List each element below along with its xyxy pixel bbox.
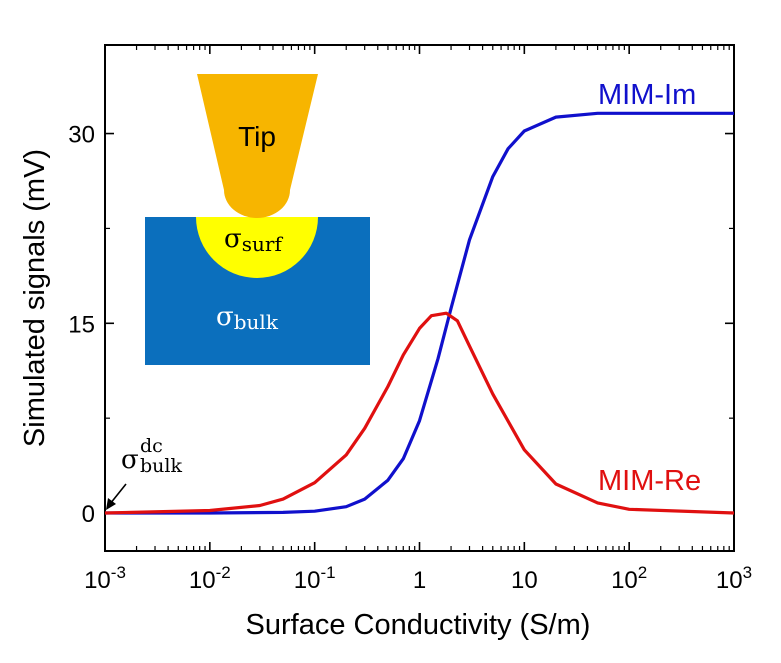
sigma-surf-label: σsurf	[224, 224, 283, 256]
sigma-dc-superscript: dc	[140, 435, 163, 457]
x-tick-label: 102	[611, 563, 647, 594]
tip-shape	[197, 74, 318, 218]
x-tick-label: 10-2	[189, 563, 231, 594]
y-axis-title: Simulated signals (mV)	[19, 149, 51, 447]
series-line-mim-im	[105, 111, 734, 515]
series-label-mim-re: MIM-Re	[598, 465, 701, 497]
series-label-mim-im: MIM-Im	[598, 79, 696, 111]
surface-region	[196, 217, 318, 278]
x-tick-label: 10	[511, 567, 538, 594]
y-tick-label: 30	[68, 122, 95, 149]
x-tick-label: 10-1	[294, 563, 336, 594]
x-tick-label: 103	[716, 563, 752, 594]
x-axis-title: Surface Conductivity (S/m)	[246, 609, 591, 641]
dc-arrow-head	[106, 498, 116, 510]
sigma-dc-subscript: bulk	[140, 455, 182, 477]
y-tick-label: 15	[68, 311, 95, 338]
labels-layer: MIM-Im MIM-Re	[598, 79, 701, 497]
series-layer	[104, 111, 735, 515]
x-tick-label: 1	[413, 567, 426, 594]
inset-illustration: Tip σsurf σbulk	[145, 74, 370, 365]
y-tick-label: 0	[82, 501, 95, 528]
sigma-bulk-dc-annotation: σ dc bulk	[106, 435, 182, 510]
sigma-dc-symbol: σ	[121, 445, 139, 475]
tip-label: Tip	[238, 121, 276, 152]
series-line-mim-re	[104, 311, 735, 515]
sigma-bulk-label: σbulk	[216, 302, 279, 334]
ticks-layer: 10-3 10-2 10-1 1 10 102 103 0 15 30	[68, 45, 752, 594]
x-tick-label: 10-3	[84, 563, 126, 594]
dc-arrow-line	[109, 483, 127, 505]
